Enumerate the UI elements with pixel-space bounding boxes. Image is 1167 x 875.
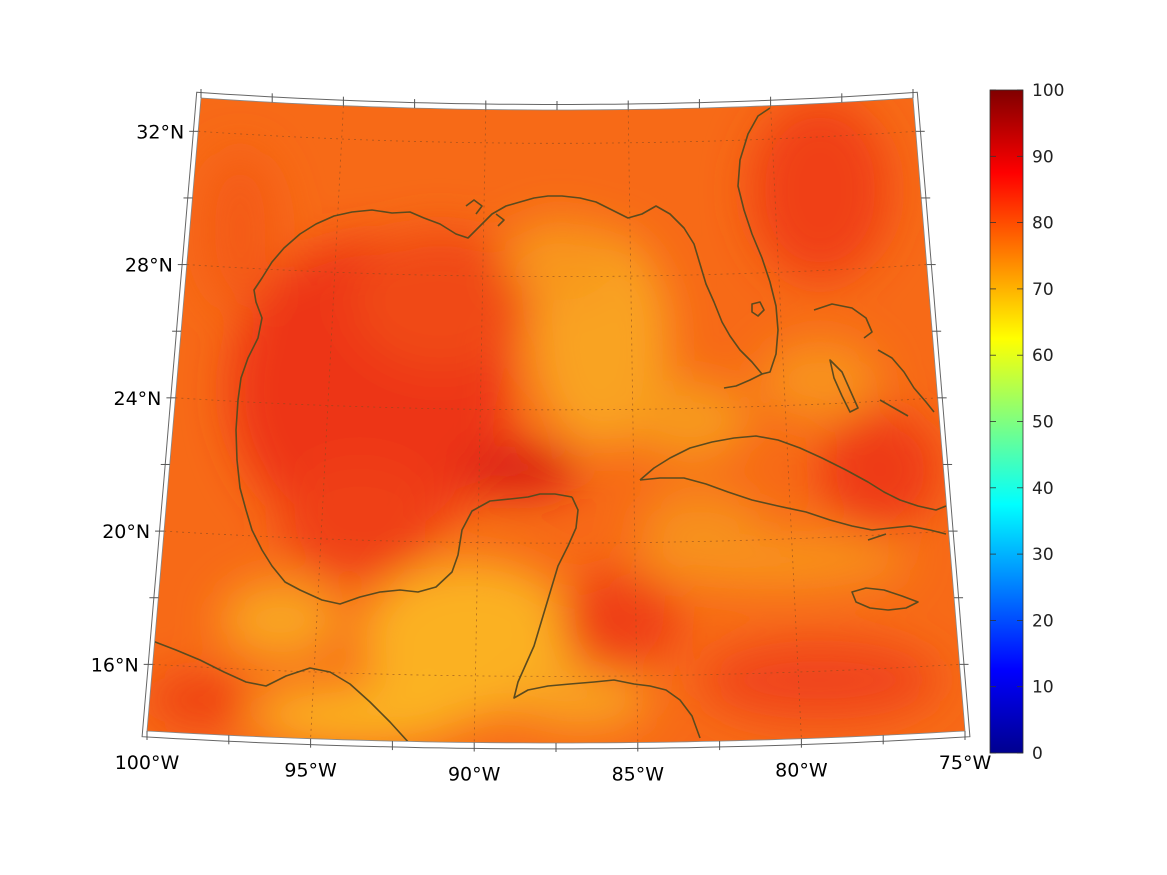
colorbar: 0 10 20 30 40 50 60 70 80 90 100	[989, 81, 1064, 764]
coast-hispaniola	[867, 525, 947, 541]
lon-label: 75°W	[939, 752, 992, 774]
colorbar-tick-label: 40	[1032, 479, 1054, 499]
lon-label: 85°W	[612, 764, 665, 786]
coast-yucatan	[513, 496, 701, 739]
colorbar-tick-label: 70	[1032, 280, 1054, 300]
lon-label: 100°W	[115, 752, 180, 774]
coast-bahamas-1	[813, 303, 873, 339]
colorbar-tick-label: 50	[1032, 413, 1054, 433]
longitude-labels: 100°W 95°W 90°W 85°W 80°W 75°W	[115, 752, 992, 786]
gridline	[152, 664, 960, 677]
coast-gulf	[235, 107, 779, 605]
frame-ticks	[143, 89, 969, 752]
coast-jamaica	[851, 587, 919, 611]
gridline	[310, 105, 344, 739]
graticule	[152, 105, 960, 743]
coast-bahamas-4	[879, 399, 909, 417]
coast-bahamas-3	[877, 349, 935, 413]
coast-pacific	[149, 639, 411, 743]
gridline	[175, 397, 938, 411]
colorbar-tick-label: 80	[1032, 214, 1054, 234]
coast-delta	[465, 199, 505, 227]
colorbar-tick-label: 20	[1032, 611, 1054, 631]
coast-okeechobee	[751, 301, 765, 317]
colorbar-tick-label: 100	[1032, 81, 1064, 101]
lon-label: 95°W	[284, 760, 337, 782]
lat-label: 16°N	[91, 654, 139, 676]
map-frame-outer	[141, 91, 971, 750]
colorbar-tick-label: 0	[1032, 744, 1043, 764]
coastlines	[149, 107, 947, 743]
data-field	[147, 98, 965, 743]
lat-label: 24°N	[114, 388, 162, 410]
field-blobs	[150, 100, 940, 743]
coast-keys	[723, 373, 763, 389]
lon-label: 90°W	[448, 764, 501, 786]
gridline	[164, 530, 949, 544]
gridline	[770, 105, 802, 739]
lat-label: 28°N	[125, 255, 173, 277]
colorbar-tick-label: 30	[1032, 545, 1054, 565]
lat-label: 20°N	[102, 521, 150, 543]
latitude-labels: 32°N 28°N 24°N 20°N 16°N	[91, 121, 184, 676]
lat-label: 32°N	[136, 121, 184, 143]
colorbar-tick-label: 10	[1032, 678, 1054, 698]
lon-label: 80°W	[775, 760, 828, 782]
coast-bahamas-2	[829, 359, 859, 413]
colorbar-tick-label: 90	[1032, 147, 1054, 167]
coast-cuba	[639, 435, 947, 531]
colorbar-ticks: 0 10 20 30 40 50 60 70 80 90 100	[990, 81, 1064, 764]
colorbar-tick-label: 60	[1032, 346, 1054, 366]
